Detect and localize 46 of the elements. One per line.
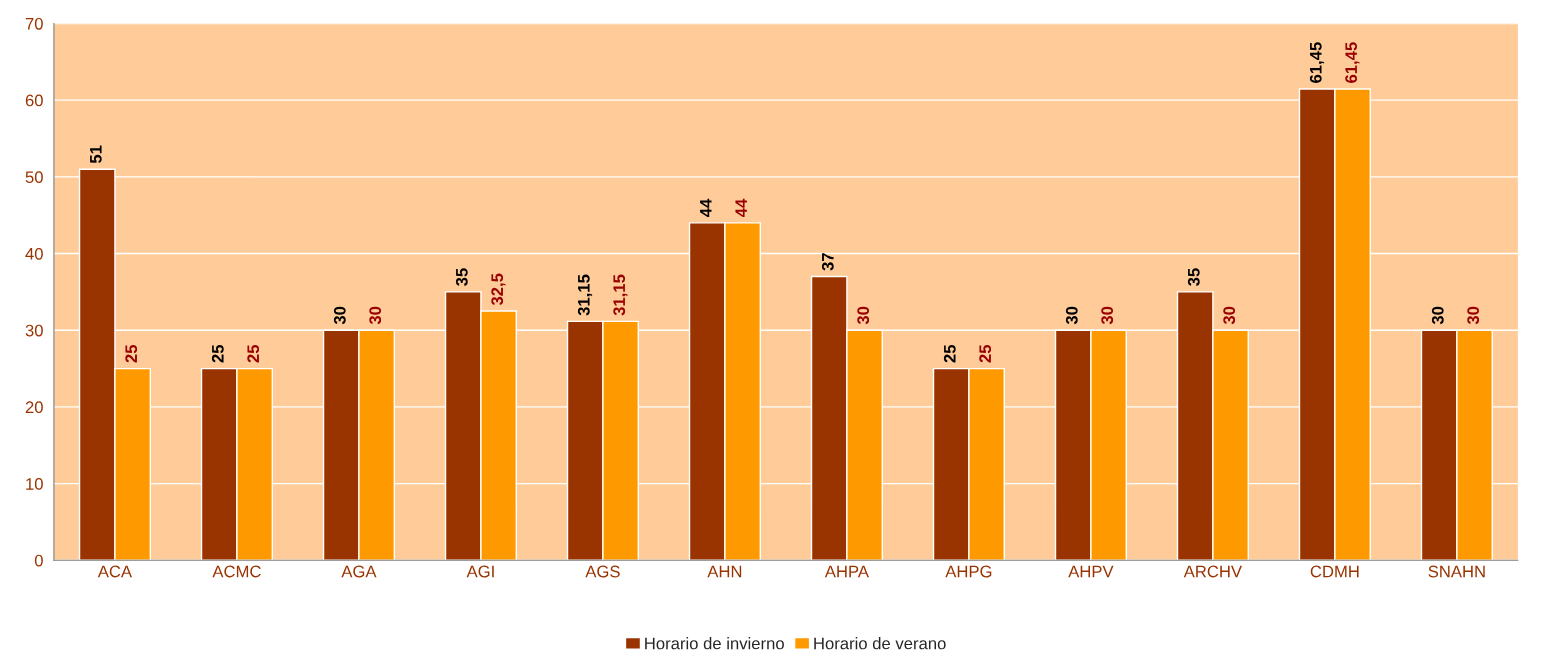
y-tick-label: 30: [25, 324, 43, 337]
data-label: 51: [90, 145, 102, 164]
x-tick-label: ACA: [97, 565, 133, 578]
data-label: 30: [857, 306, 870, 325]
data-label: 25: [125, 344, 138, 363]
x-tick-label: AHPG: [945, 565, 992, 578]
data-label: 32,5: [491, 273, 506, 306]
x-tick-label: AGS: [585, 565, 620, 578]
data-label: 61,45: [1309, 42, 1325, 83]
data-label: 25: [211, 344, 224, 363]
data-label: 30: [1223, 306, 1236, 325]
data-label: 44: [700, 198, 712, 218]
x-tick-label: AHPV: [1068, 565, 1114, 578]
data-label: 25: [943, 344, 956, 363]
data-label: 30: [1101, 306, 1114, 325]
x-tick-label: AHN: [707, 565, 742, 578]
data-label: 30: [1431, 306, 1444, 325]
x-tick-label: CDMH: [1310, 565, 1359, 578]
y-tick-label: 20: [25, 401, 43, 414]
data-label: 30: [369, 306, 382, 325]
data-label: 30: [1467, 306, 1480, 325]
data-label: 35: [455, 268, 468, 286]
y-tick-label: 60: [25, 94, 43, 107]
data-label: 31,15: [577, 274, 593, 316]
data-label: 25: [979, 344, 992, 363]
data-label: 44: [735, 198, 747, 218]
y-tick-label: 0: [34, 554, 43, 567]
data-label: 30: [333, 306, 346, 325]
x-tick-label: AGA: [341, 565, 377, 578]
data-label: 61,45: [1345, 42, 1360, 83]
data-label: 30: [1065, 306, 1078, 325]
x-tick-label: SNAHN: [1428, 565, 1485, 578]
data-label: 31,15: [613, 274, 628, 316]
data-label: 37: [821, 253, 834, 271]
legend-label: Horario de verano: [814, 637, 946, 650]
legend-label: Horario de invierno: [645, 637, 784, 650]
x-tick-label: ARCHV: [1183, 565, 1242, 578]
x-tick-label: AHPA: [824, 565, 869, 578]
x-tick-label: AGI: [466, 565, 494, 578]
y-tick-label: 40: [25, 247, 43, 260]
x-tick-label: ACMC: [212, 565, 261, 578]
data-label: 25: [247, 344, 260, 363]
y-tick-label: 10: [26, 478, 43, 490]
y-tick-label: 50: [25, 171, 43, 184]
y-tick-label: 70: [25, 17, 43, 30]
data-label: 35: [1187, 268, 1200, 286]
